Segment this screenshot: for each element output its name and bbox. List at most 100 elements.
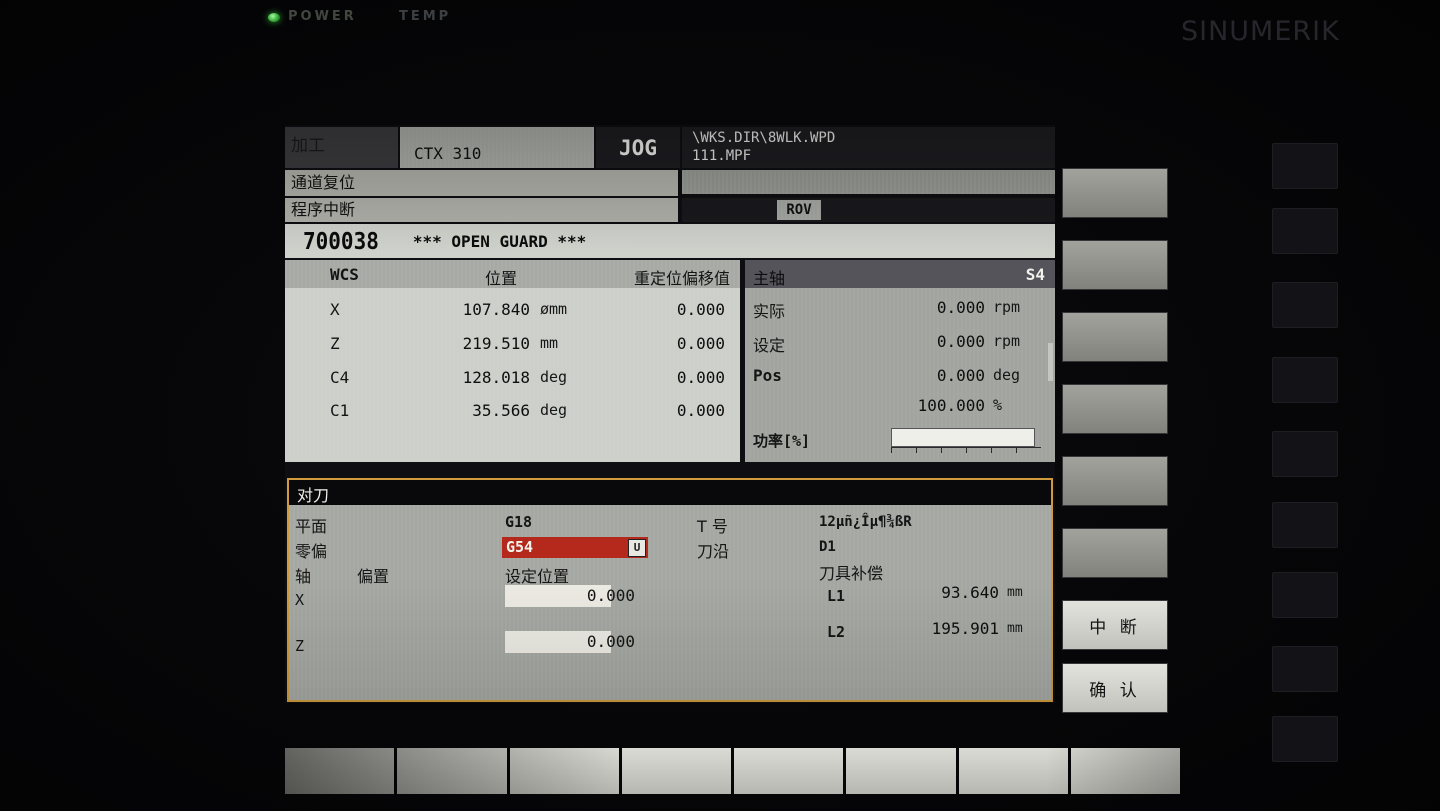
alarm-bar: 700038 *** OPEN GUARD *** — [285, 224, 1055, 258]
softkey-right-1[interactable] — [1062, 168, 1168, 218]
softkey-right-6[interactable] — [1062, 528, 1168, 578]
bezel-key[interactable] — [1272, 282, 1338, 328]
axis-unit: deg — [540, 401, 568, 419]
mode-cell: JOG — [596, 127, 680, 168]
power-bar-scale — [891, 447, 1041, 453]
zero-offset-select[interactable]: G54 U — [502, 537, 648, 558]
softkey-bottom-5[interactable] — [734, 748, 844, 794]
softkey-bottom-7[interactable] — [958, 748, 1068, 794]
input-field-bg — [505, 585, 611, 607]
axis-label: C4 — [330, 368, 350, 387]
spindle-panel-header: 主轴 S4 — [745, 260, 1055, 288]
actual-unit: rpm — [993, 298, 1021, 316]
axis-label: X — [330, 300, 340, 319]
program-status-bar: 程序中断 — [285, 198, 678, 222]
axis-label: Z — [330, 334, 340, 353]
zero-offset-value: G54 — [506, 538, 534, 556]
position-panel-body: X 107.840 ømm 0.000 Z 219.510 mm 0.000 C… — [285, 288, 740, 462]
power-led-icon — [268, 13, 280, 22]
axis-unit: mm — [540, 334, 559, 352]
softkey-confirm[interactable]: 确 认 — [1062, 663, 1168, 713]
spindle-panel: 主轴 S4 实际 0.000 rpm 设定 0.000 rpm Pos 0.00… — [745, 260, 1055, 462]
axis-row: C4 128.018 deg 0.000 — [285, 368, 740, 390]
x-axis-label: X — [295, 591, 305, 609]
power-bar — [891, 428, 1035, 447]
axis-unit: deg — [540, 368, 568, 386]
coord-system-label: WCS — [330, 265, 359, 284]
set-label: 设定 — [753, 336, 786, 355]
toggle-icon: U — [628, 539, 646, 557]
softkey-bottom-3[interactable] — [509, 748, 619, 794]
repos-col-header: 重定位偏移值 — [633, 269, 730, 288]
softkey-right-2[interactable] — [1062, 240, 1168, 290]
rov-field: ROV — [682, 198, 1055, 222]
softkey-interrupt[interactable]: 中 断 — [1062, 600, 1168, 650]
spindle-title: 主轴 — [753, 269, 786, 288]
softkey-right-5[interactable] — [1062, 456, 1168, 506]
axis-unit: ømm — [540, 300, 568, 318]
position-col-header: 位置 — [485, 269, 518, 288]
axis-col-label: 轴 — [295, 567, 312, 586]
spindle-row-pos: Pos 0.000 deg — [745, 366, 1055, 388]
bezel-key[interactable] — [1272, 208, 1338, 254]
repos-offset: 0.000 — [676, 401, 725, 420]
program-name: 111.MPF — [692, 148, 752, 164]
axis-position: 35.566 — [472, 401, 530, 420]
bezel-key[interactable] — [1272, 572, 1338, 618]
axis-position: 128.018 — [462, 368, 530, 387]
spindle-panel-body: 实际 0.000 rpm 设定 0.000 rpm Pos 0.000 deg … — [745, 288, 1055, 462]
axis-row: Z 219.510 mm 0.000 — [285, 334, 740, 356]
dialog-title-bar: 对刀 — [289, 480, 1051, 505]
softkey-bottom-4[interactable] — [621, 748, 731, 794]
x-set-pos-value: 0.000 — [586, 586, 635, 605]
l1-unit: mm — [1007, 585, 1023, 600]
axis-row: X 107.840 ømm 0.000 — [285, 300, 740, 322]
set-value: 0.000 — [936, 332, 985, 351]
position-panel: WCS 位置 重定位偏移值 X 107.840 ømm 0.000 Z 219.… — [285, 260, 740, 462]
axis-row: C1 35.566 deg 0.000 — [285, 401, 740, 423]
bezel-key[interactable] — [1272, 143, 1338, 189]
offset-col-label: 偏置 — [357, 567, 390, 586]
softkey-right-3[interactable] — [1062, 312, 1168, 362]
compensation-label: 刀具补偿 — [819, 564, 884, 583]
bezel-key[interactable] — [1272, 502, 1338, 548]
l1-value: 93.640 — [941, 583, 999, 602]
program-path: \WKS.DIR\8WLK.WPD — [692, 130, 836, 146]
z-axis-label: Z — [295, 637, 305, 655]
override-field — [682, 170, 1055, 194]
override-value: 100.000 — [917, 396, 985, 415]
machine-name-cell: CTX 310 — [400, 127, 594, 168]
position-panel-header: WCS 位置 重定位偏移值 — [285, 260, 740, 288]
edge-label: 刀沿 — [697, 542, 730, 561]
bezel-key[interactable] — [1272, 716, 1338, 762]
l1-label: L1 — [827, 587, 846, 605]
zero-offset-label: 零偏 — [295, 542, 328, 561]
spindle-row-actual: 实际 0.000 rpm — [745, 298, 1055, 321]
z-set-pos-input[interactable]: 0.000 — [505, 631, 635, 653]
machine-name: CTX 310 — [414, 144, 482, 163]
softkey-bottom-8[interactable] — [1070, 748, 1180, 794]
softkey-bottom-2[interactable] — [397, 748, 507, 794]
plane-label: 平面 — [295, 517, 328, 536]
rov-badge: ROV — [777, 200, 821, 220]
l2-value: 195.901 — [931, 619, 999, 638]
bezel-key[interactable] — [1272, 431, 1338, 477]
channel-status: 通道复位 — [291, 173, 356, 192]
spindle-id: S4 — [1025, 265, 1045, 284]
softkey-bottom-1[interactable] — [285, 748, 395, 794]
softkey-right-4[interactable] — [1062, 384, 1168, 434]
axis-position: 219.510 — [462, 334, 530, 353]
softkey-bottom-6[interactable] — [846, 748, 956, 794]
bezel-key[interactable] — [1272, 357, 1338, 403]
operating-area-label: 加工 — [291, 136, 325, 156]
l2-unit: mm — [1007, 621, 1023, 636]
scrollbar-thumb[interactable] — [1048, 343, 1053, 381]
bezel-key[interactable] — [1272, 646, 1338, 692]
power-label: POWER — [288, 9, 357, 24]
spindle-row-override: 100.000 % — [745, 396, 1055, 418]
tool-no-label: T 号 — [697, 517, 728, 536]
brand-logo: SINUMERIK — [1181, 16, 1340, 47]
x-set-pos-input[interactable]: 0.000 — [505, 585, 635, 607]
input-field-bg — [505, 631, 611, 653]
operating-area-cell: 加工 — [285, 127, 398, 168]
